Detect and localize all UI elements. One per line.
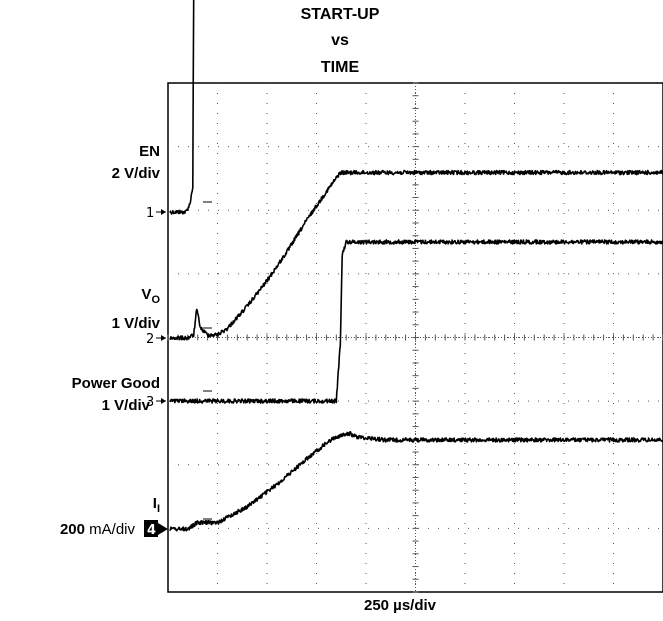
channel-marker-2: 2 xyxy=(146,332,154,347)
trace-channel-4 xyxy=(169,430,663,532)
channel-marker-box xyxy=(144,520,158,537)
channel-3-name: Power Good xyxy=(71,375,160,392)
trace-channel-3 xyxy=(169,239,663,404)
channel-4-scale-unit: mA/div xyxy=(89,521,135,538)
channel-2-name: VO xyxy=(0,286,160,306)
trace-channel-2 xyxy=(169,169,663,341)
channel-1-scale: 2 V/div xyxy=(111,165,160,182)
chart-title-line-3: TIME xyxy=(320,59,360,76)
channel-4-name: II xyxy=(0,495,160,515)
chart-title-line-2: vs xyxy=(331,32,349,49)
channel-3-scale: 1 V/div xyxy=(101,397,150,414)
chart-title-line-1: START-UP xyxy=(300,6,380,23)
channel-4-scale-value: 200 xyxy=(59,521,85,538)
channel-2-scale: 1 V/div xyxy=(111,315,160,332)
channel-marker-arrowhead xyxy=(158,523,168,535)
channel-2-name-main: V xyxy=(141,286,152,303)
graticule xyxy=(167,82,663,593)
channel-marker-arrowhead xyxy=(161,335,166,341)
channel-4-name-main: I xyxy=(152,495,157,512)
trace-channel-1 xyxy=(169,0,195,215)
channel-marker-arrowhead xyxy=(161,209,166,215)
channel-marker-arrowhead xyxy=(161,398,166,404)
channel-1-name: EN xyxy=(139,143,160,160)
x-axis-label: 250 µs/div xyxy=(363,597,437,614)
channel-markers: 1 2 3 4 xyxy=(144,206,168,538)
traces xyxy=(169,0,663,532)
channel-marker-3: 3 xyxy=(146,395,154,410)
channel-2-name-sub: O xyxy=(151,294,160,306)
channel-marker-4: 4 xyxy=(147,523,156,538)
channel-4-name-sub: I xyxy=(156,503,160,515)
channel-4-scale: 200 mA/div xyxy=(0,521,135,538)
channel-marker-1: 1 xyxy=(146,206,154,221)
